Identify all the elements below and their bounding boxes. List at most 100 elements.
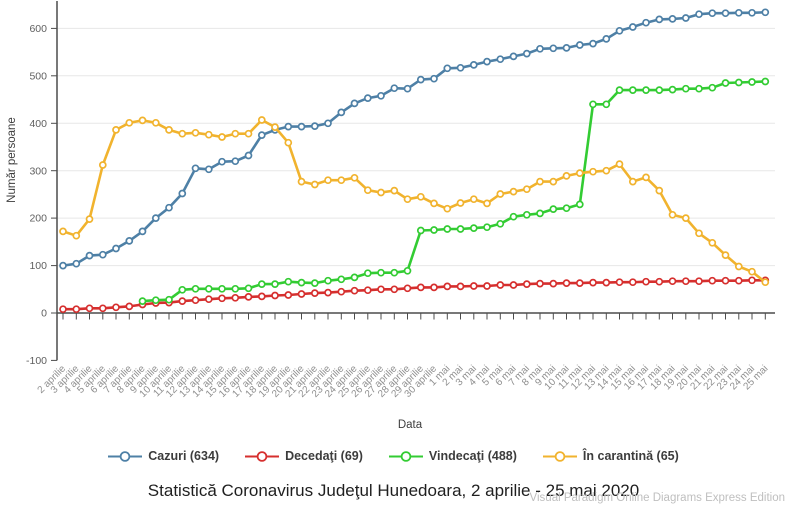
point-carantina <box>615 160 624 168</box>
legend-item-cazuri[interactable]: Cazuri (634) <box>108 449 219 463</box>
point-carantina <box>231 129 240 138</box>
point-cazuri <box>151 214 160 222</box>
y-tick-label: 0 <box>41 308 47 320</box>
point-vindecati <box>271 280 279 288</box>
point-carantina <box>324 176 332 185</box>
legend-item-vindecati[interactable]: Vindecaţi (488) <box>388 449 517 463</box>
point-vindecati <box>708 83 717 92</box>
legend-marker-cazuri <box>108 450 143 462</box>
point-vindecati <box>721 79 730 87</box>
point-vindecati <box>191 284 200 293</box>
point-cazuri <box>430 74 438 83</box>
point-vindecati <box>615 86 624 94</box>
point-carantina <box>284 138 293 147</box>
point-carantina <box>509 187 518 196</box>
point-carantina <box>151 118 160 127</box>
point-vindecati <box>257 280 266 288</box>
point-carantina <box>112 126 120 134</box>
point-decedati <box>469 282 478 290</box>
point-cazuri <box>350 99 359 108</box>
chart-legend: Cazuri (634) Decedaţi (69) Vindecaţi (488)… <box>0 449 787 463</box>
point-cazuri <box>403 84 412 93</box>
point-vindecati <box>628 86 637 94</box>
point-carantina <box>536 177 544 186</box>
point-cazuri <box>204 165 213 174</box>
point-vindecati <box>734 78 743 87</box>
point-decedati <box>284 291 293 299</box>
point-cazuri <box>575 41 584 49</box>
point-decedati <box>363 286 372 295</box>
point-cazuri <box>642 18 650 27</box>
point-vindecati <box>310 279 319 287</box>
point-cazuri <box>655 15 664 24</box>
point-cazuri <box>443 64 452 73</box>
point-cazuri <box>681 14 690 22</box>
point-decedati <box>204 295 213 304</box>
x-axis-title: Data <box>398 419 423 431</box>
point-decedati <box>708 276 717 285</box>
point-decedati <box>125 302 134 311</box>
point-decedati <box>496 281 505 289</box>
point-decedati <box>655 277 664 286</box>
point-carantina <box>483 199 491 208</box>
legend-item-carantina[interactable]: În carantină (65) <box>542 449 679 463</box>
y-tick-label: 200 <box>29 213 47 225</box>
point-carantina <box>721 251 730 259</box>
point-vindecati <box>165 295 173 304</box>
point-vindecati <box>642 86 650 94</box>
point-carantina <box>443 204 452 213</box>
point-decedati <box>231 293 240 302</box>
point-carantina <box>708 238 717 247</box>
legend-item-decedati[interactable]: Decedaţi (69) <box>245 449 363 463</box>
point-vindecati <box>390 268 399 277</box>
legend-dot <box>119 450 131 462</box>
point-vindecati <box>602 100 611 109</box>
point-carantina <box>416 192 425 201</box>
chart-title: Statistică Coronavirus Judeţul Hunedoara… <box>147 481 640 500</box>
series-carantina-line <box>61 118 767 284</box>
point-carantina <box>469 195 478 204</box>
point-decedati <box>310 289 319 297</box>
point-cazuri <box>456 63 465 72</box>
legend-label-carantina: În carantină (65) <box>582 449 679 463</box>
point-decedati <box>337 287 346 296</box>
point-cazuri <box>363 94 372 102</box>
point-decedati <box>257 292 266 301</box>
series-cazuri <box>59 8 770 270</box>
point-decedati <box>536 279 544 288</box>
point-carantina <box>310 180 319 189</box>
point-cazuri <box>72 259 81 268</box>
point-vindecati <box>350 273 359 282</box>
point-cazuri <box>416 75 425 84</box>
legend-marker-decedati <box>245 450 280 462</box>
point-cazuri <box>668 15 677 23</box>
point-cazuri <box>284 122 293 131</box>
axes: -100 0 100 200 300 400 500 600 <box>26 1 775 367</box>
series-decedati <box>59 276 770 314</box>
point-decedati <box>615 278 624 287</box>
point-decedati <box>456 282 465 291</box>
point-carantina <box>271 123 279 131</box>
point-decedati <box>602 278 611 287</box>
point-carantina <box>496 190 505 198</box>
legend-dot <box>256 450 268 462</box>
point-cazuri <box>602 35 611 43</box>
point-cazuri <box>138 227 147 236</box>
legend-label-decedati: Decedaţi (69) <box>285 449 363 463</box>
series-vindecati-line <box>141 80 767 303</box>
legend-label-cazuri: Cazuri (634) <box>148 449 220 463</box>
point-cazuri <box>59 261 67 270</box>
point-decedati <box>390 285 399 294</box>
legend-marker-carantina <box>542 450 577 462</box>
point-carantina <box>178 129 187 138</box>
point-vindecati <box>761 77 770 86</box>
series-cazuri-line <box>61 11 767 267</box>
point-carantina <box>363 186 372 195</box>
y-tick-label: 300 <box>29 165 47 177</box>
point-decedati <box>403 284 412 293</box>
point-cazuri <box>165 203 173 212</box>
point-decedati <box>721 276 730 285</box>
point-carantina <box>72 231 81 240</box>
point-vindecati <box>244 284 253 293</box>
